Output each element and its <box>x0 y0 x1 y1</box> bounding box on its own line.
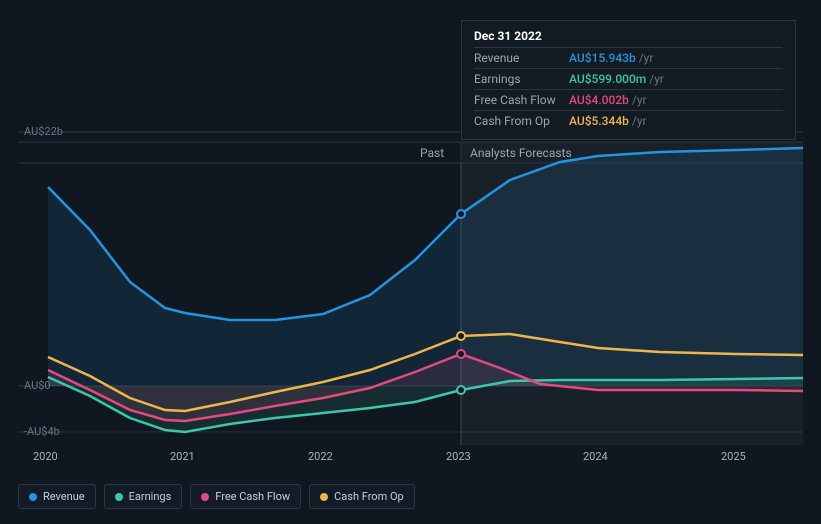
legend-label: Revenue <box>43 490 85 503</box>
tooltip-row-unit: /yr <box>639 51 654 65</box>
revenue-marker-point <box>457 210 465 218</box>
tooltip-row: Free Cash FlowAU$4.002b/yr <box>474 89 783 110</box>
fcf-marker-point <box>457 350 465 358</box>
tooltip-row-value: AU$4.002b <box>569 93 629 107</box>
data-tooltip: Dec 31 2022 RevenueAU$15.943b/yrEarnings… <box>461 20 796 140</box>
tooltip-row-label: Free Cash Flow <box>474 93 569 107</box>
tooltip-row: Cash From OpAU$5.344b/yr <box>474 110 783 131</box>
x-axis-label: 2022 <box>308 450 333 463</box>
legend-label: Earnings <box>129 490 172 503</box>
x-axis-label: 2024 <box>583 450 608 463</box>
tooltip-row: EarningsAU$599.000m/yr <box>474 68 783 89</box>
legend-dot-icon <box>320 493 328 501</box>
legend-dot-icon <box>115 493 123 501</box>
x-axis-label: 2023 <box>446 450 471 463</box>
y-axis-label: AU$0 <box>24 379 51 392</box>
tooltip-row-value: AU$599.000m <box>569 72 646 86</box>
past-section-label: Past <box>420 146 444 160</box>
tooltip-row-value: AU$15.943b <box>569 51 636 65</box>
tooltip-row-label: Earnings <box>474 72 569 86</box>
forecast-section-label: Analysts Forecasts <box>470 146 572 160</box>
chart-legend: Revenue Earnings Free Cash Flow Cash From O… <box>18 484 415 509</box>
tooltip-row: RevenueAU$15.943b/yr <box>474 47 783 68</box>
tooltip-row-value: AU$5.344b <box>569 114 629 128</box>
earnings-marker-point <box>457 386 465 394</box>
x-axis-label: 2021 <box>170 450 195 463</box>
tooltip-title: Dec 31 2022 <box>474 29 783 43</box>
y-axis-label: -AU$4b <box>24 425 60 438</box>
legend-item-free-cash-flow[interactable]: Free Cash Flow <box>190 484 301 509</box>
legend-dot-icon <box>29 493 37 501</box>
legend-label: Cash From Op <box>334 490 404 503</box>
tooltip-row-unit: /yr <box>632 93 647 107</box>
legend-item-revenue[interactable]: Revenue <box>18 484 96 509</box>
tooltip-row-label: Cash From Op <box>474 114 569 128</box>
tooltip-row-unit: /yr <box>632 114 647 128</box>
x-axis-label: 2020 <box>33 450 58 463</box>
x-axis-label: 2025 <box>721 450 746 463</box>
legend-label: Free Cash Flow <box>215 490 290 503</box>
legend-item-cash-from-op[interactable]: Cash From Op <box>309 484 415 509</box>
legend-dot-icon <box>201 493 209 501</box>
legend-item-earnings[interactable]: Earnings <box>104 484 183 509</box>
y-axis-label: AU$22b <box>24 125 63 138</box>
cfo-marker-point <box>457 332 465 340</box>
tooltip-row-label: Revenue <box>474 51 569 65</box>
tooltip-row-unit: /yr <box>649 72 664 86</box>
